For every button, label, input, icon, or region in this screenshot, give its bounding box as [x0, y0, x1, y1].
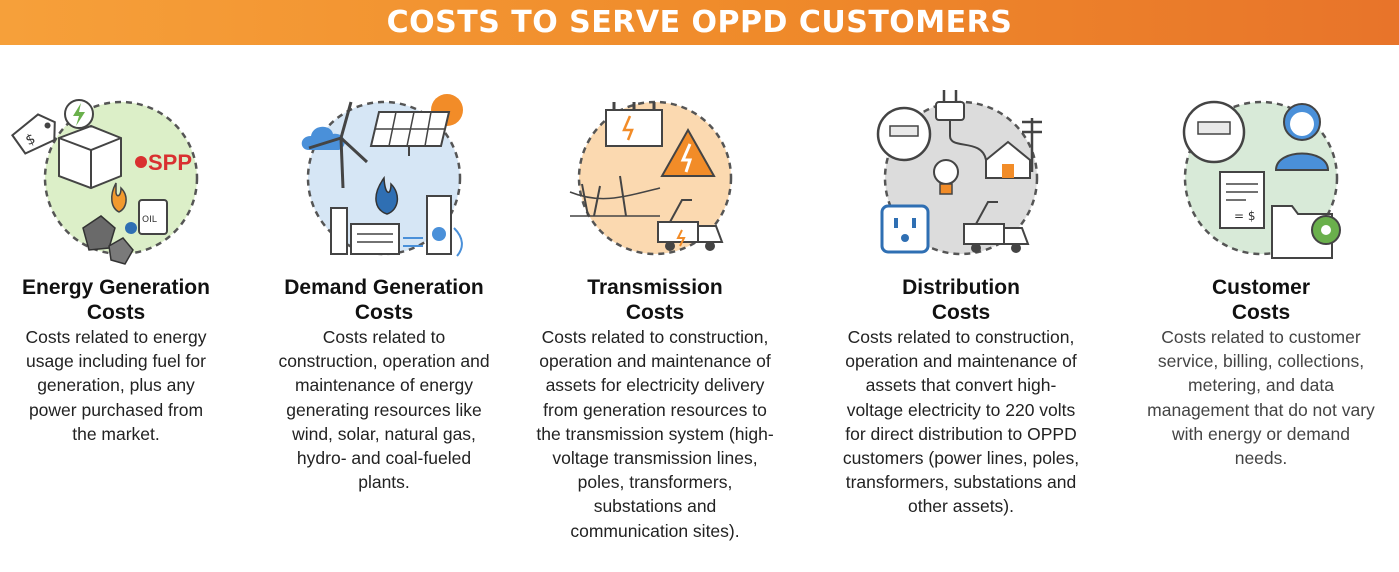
category-description: Costs related to energy usage including …: [25, 327, 207, 444]
category-title: Demand Generation Costs: [284, 276, 484, 324]
category-customer: = $ Customer Costs Costs related to cust…: [1136, 88, 1386, 470]
page-title: COSTS TO SERVE OPPD CUSTOMERS: [386, 5, 1013, 40]
invoice-label: = $: [1234, 209, 1256, 223]
category-transmission: Transmission Costs Costs related to cons…: [530, 88, 780, 543]
distribution-icon: [836, 88, 1086, 273]
header-banner: COSTS TO SERVE OPPD CUSTOMERS: [0, 0, 1399, 45]
category-title: Distribution Costs: [902, 276, 1020, 324]
demand-generation-icon: [259, 88, 509, 273]
category-energy-generation: $ SPP OIL Energy Generation Costs Cost: [0, 88, 241, 446]
spp-badge-text: SPP: [148, 150, 192, 175]
category-distribution: Distribution Costs Costs related to cons…: [836, 88, 1086, 519]
energy-generation-icon: $ SPP OIL: [0, 88, 241, 273]
category-description: Costs related to construction, operation…: [842, 327, 1080, 517]
oil-label: OIL: [142, 215, 157, 225]
category-description: Costs related to construction, operation…: [536, 327, 774, 541]
category-demand-generation: Demand Generation Costs Costs related to…: [259, 88, 509, 494]
category-title: Energy Generation Costs: [22, 276, 210, 324]
category-title: Customer Costs: [1211, 276, 1311, 324]
category-description: Costs related to customer service, billi…: [1147, 327, 1375, 469]
transmission-icon: [530, 88, 780, 273]
category-title: Transmission Costs: [587, 276, 723, 324]
category-description: Costs related to construction, operation…: [278, 327, 490, 493]
customer-icon: = $: [1136, 88, 1386, 273]
